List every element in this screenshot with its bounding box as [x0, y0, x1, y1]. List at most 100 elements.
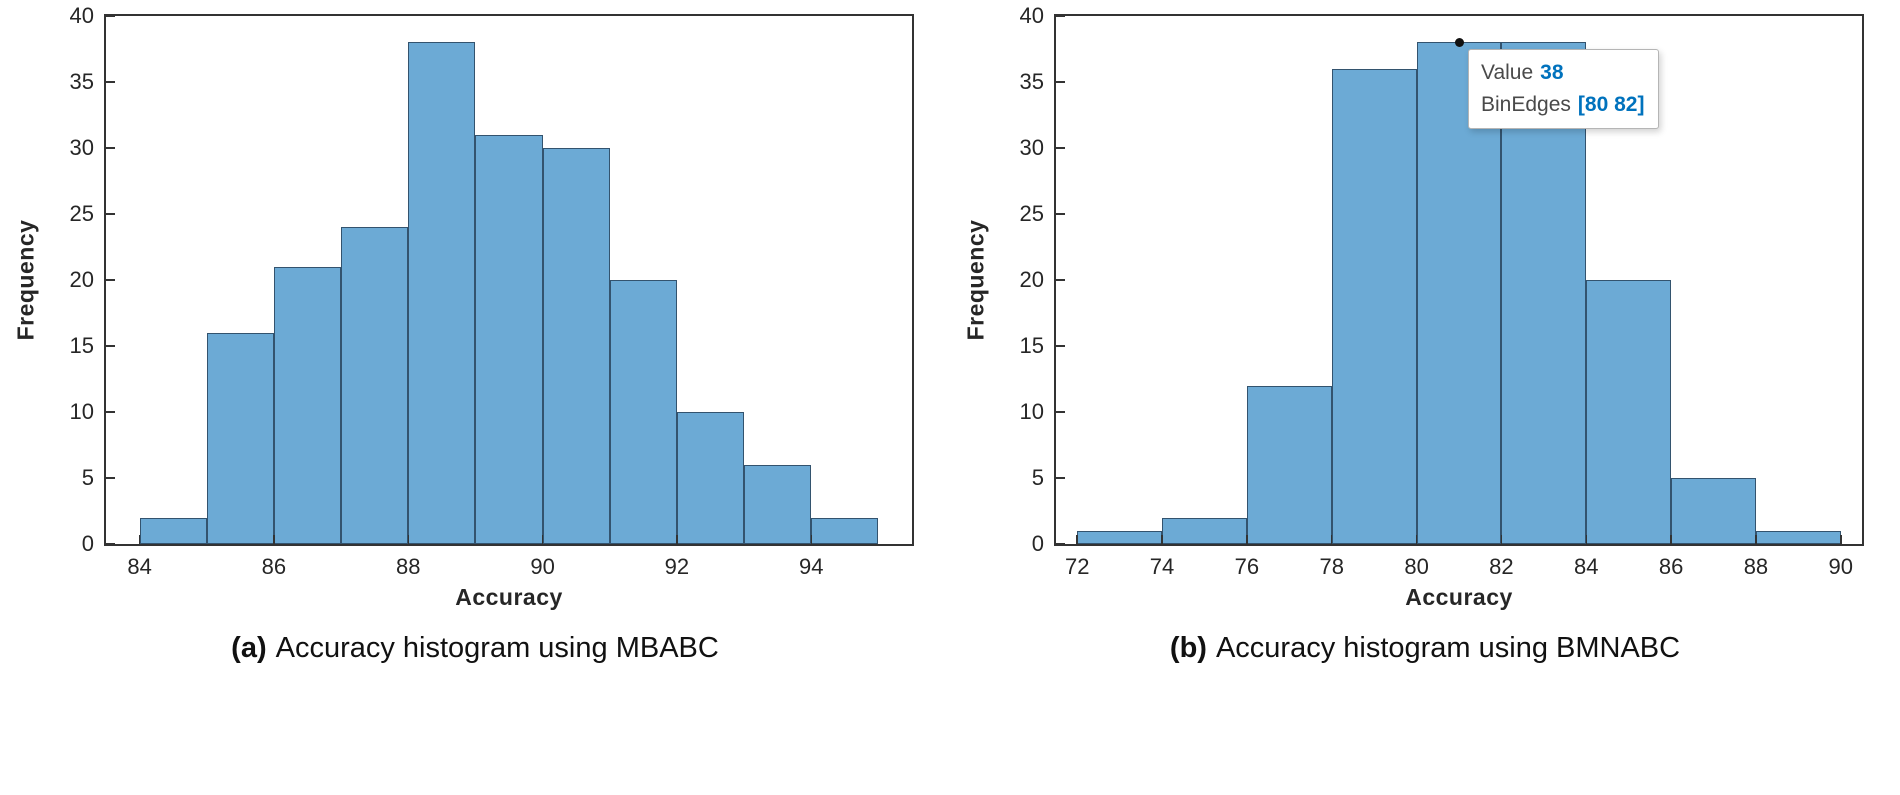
y-tick-mark: [1056, 345, 1065, 347]
x-tick-label: 86: [261, 554, 287, 579]
y-tick-mark: [106, 345, 115, 347]
y-tick-mark: [1056, 15, 1065, 17]
y-tick-label: 20: [1019, 267, 1044, 292]
caption-a-prefix: (a): [231, 632, 267, 664]
y-tick-mark: [106, 15, 115, 17]
datatip-marker[interactable]: [1454, 37, 1464, 47]
histogram-bar[interactable]: [1755, 530, 1841, 544]
histogram-bar[interactable]: [341, 227, 409, 544]
datatip-value: 38: [1540, 61, 1564, 85]
x-tick-label: 90: [1828, 554, 1854, 579]
x-tick-label: 84: [127, 554, 152, 579]
y-tick-mark: [106, 477, 115, 479]
histogram-bar[interactable]: [139, 517, 207, 544]
x-axis-label: Accuracy: [1405, 584, 1513, 610]
x-tick-mark: [1076, 535, 1078, 544]
histogram-bar[interactable]: [609, 280, 677, 544]
y-tick-mark: [106, 81, 115, 83]
histogram-bar[interactable]: [744, 464, 812, 544]
x-tick-label: 72: [1064, 554, 1090, 579]
y-tick-label: 20: [69, 267, 94, 292]
y-tick-label: 5: [1031, 465, 1044, 490]
datatip[interactable]: Value 38 BinEdges [80 82]: [1468, 49, 1660, 130]
y-tick-mark: [106, 147, 115, 149]
y-tick-mark: [1056, 477, 1065, 479]
y-tick-label: 25: [1019, 201, 1044, 226]
x-tick-mark: [1840, 535, 1842, 544]
histogram-bar[interactable]: [542, 148, 610, 544]
histogram-bar[interactable]: [475, 134, 543, 544]
x-tick-mark: [1500, 535, 1503, 544]
x-tick-label: 76: [1234, 554, 1260, 579]
y-tick-mark: [106, 543, 115, 545]
histogram-bar[interactable]: [1331, 68, 1417, 544]
y-tick-mark: [1056, 543, 1065, 545]
x-tick-mark: [1246, 535, 1248, 544]
x-tick-label: 94: [799, 554, 824, 579]
y-tick-label: 15: [69, 333, 94, 358]
x-tick-label: 90: [530, 554, 555, 579]
y-tick-label: 0: [81, 531, 94, 556]
y-tick-mark: [1056, 411, 1065, 413]
histogram-bar[interactable]: [273, 266, 342, 544]
y-tick-label: 35: [69, 69, 94, 94]
y-tick-mark: [106, 213, 115, 215]
y-axis-label: Frequency: [962, 219, 989, 341]
histogram-bar[interactable]: [1671, 478, 1756, 544]
x-tick-label: 84: [1574, 554, 1599, 579]
x-tick-label: 78: [1319, 554, 1344, 579]
caption-a-text: Accuracy histogram using MBABC: [275, 632, 719, 664]
histogram-bar[interactable]: [408, 42, 476, 544]
y-tick-label: 30: [69, 135, 94, 160]
datatip-value-label: Value: [1481, 61, 1534, 85]
y-tick-mark: [1056, 147, 1065, 149]
y-tick-label: 40: [69, 3, 94, 28]
x-tick-label: 80: [1404, 554, 1429, 579]
y-tick-label: 15: [1019, 333, 1044, 358]
y-tick-label: 0: [1031, 531, 1044, 556]
plot-area-b: Value 38 BinEdges [80 82] 72 74 76 78 80 82 84 86…: [1020, 3, 1864, 579]
y-tick-mark: [1056, 279, 1065, 281]
y-tick-label: 25: [69, 201, 94, 226]
x-axis-label: Accuracy: [455, 584, 563, 610]
y-axis-label: Frequency: [12, 219, 39, 341]
caption-b-text: Accuracy histogram using BMNABC: [1215, 632, 1681, 664]
x-tick-mark: [407, 535, 409, 544]
x-tick-label: 88: [1743, 554, 1769, 579]
datatip-row-value: Value 38: [1481, 57, 1644, 89]
histogram-bar[interactable]: [676, 412, 745, 544]
x-tick-label: 74: [1149, 554, 1175, 579]
y-tick-label: 5: [81, 465, 94, 490]
x-tick-label: 86: [1658, 554, 1684, 579]
y-tick-mark: [1056, 81, 1065, 83]
x-tick-mark: [1670, 535, 1672, 544]
y-tick-mark: [106, 279, 115, 281]
y-tick-mark: [1056, 213, 1065, 215]
histogram-bar[interactable]: [1077, 530, 1163, 544]
x-tick-label: 92: [664, 554, 690, 579]
x-tick-mark: [541, 535, 544, 544]
y-tick-label: 10: [1019, 399, 1044, 424]
histogram-bar[interactable]: [1162, 517, 1247, 544]
chart-panel-b: Value 38 BinEdges [80 82] 72 74 76 78 80 82 84 86…: [950, 0, 1900, 795]
x-tick-mark: [273, 535, 275, 544]
x-tick-mark: [1161, 535, 1163, 544]
histogram-bar[interactable]: [206, 332, 274, 544]
y-tick-mark: [106, 411, 115, 413]
y-tick-label: 30: [1019, 135, 1044, 160]
caption-a: (a) Accuracy histogram using MBABC: [0, 632, 950, 665]
x-tick-label: 88: [396, 554, 421, 579]
x-tick-mark: [1415, 535, 1418, 544]
x-tick-mark: [810, 535, 812, 544]
datatip-row-binedges: BinEdges [80 82]: [1481, 89, 1644, 121]
caption-b-prefix: (b): [1169, 632, 1207, 664]
y-tick-label: 35: [1019, 69, 1044, 94]
histogram-bar[interactable]: [1586, 280, 1672, 544]
y-tick-label: 10: [69, 399, 94, 424]
caption-b: (b) Accuracy histogram using BMNABC: [950, 632, 1900, 665]
histogram-bar[interactable]: [811, 517, 879, 544]
x-tick-mark: [1585, 535, 1587, 544]
histogram-bar[interactable]: [1246, 385, 1332, 544]
y-tick-label: 40: [1019, 3, 1044, 28]
plot-area-a: 84 86 88 90 92 94 0 5 10 15 20 25 30 35 40: [70, 3, 914, 579]
